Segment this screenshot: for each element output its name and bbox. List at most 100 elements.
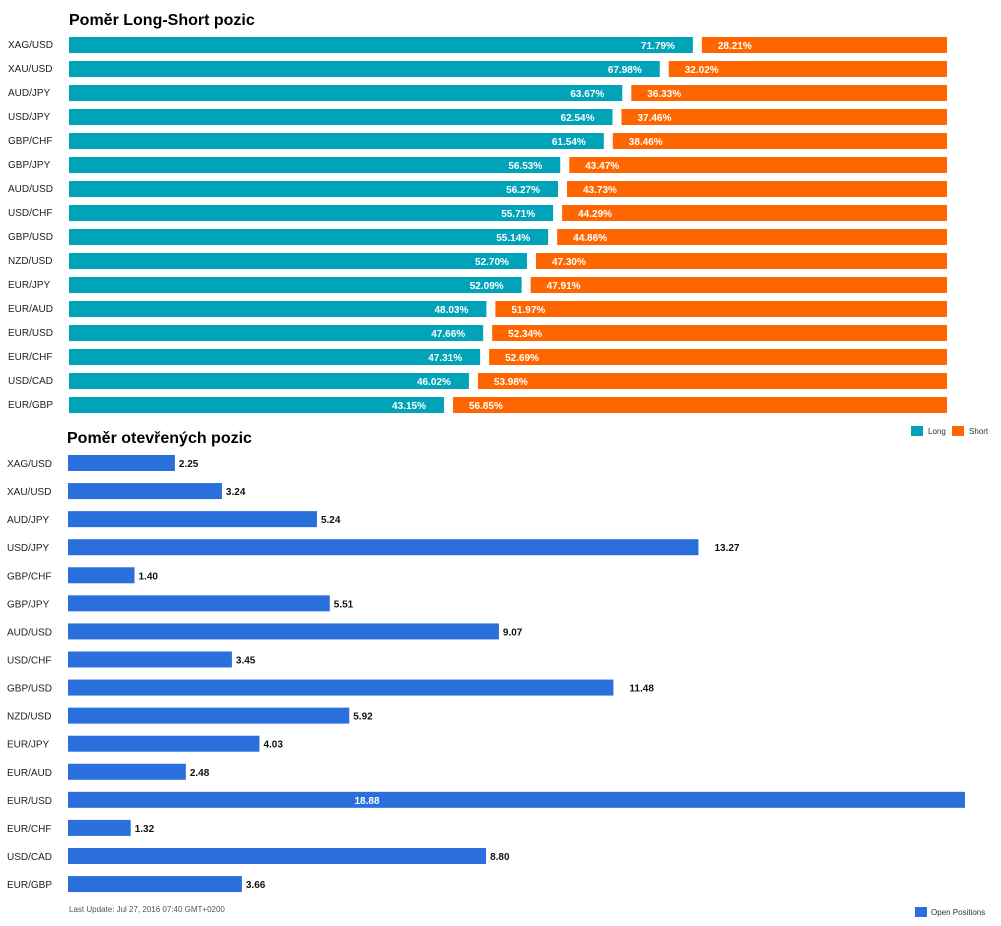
short-value-aud-usd: 43.73% (583, 185, 617, 196)
open-positions-value-usd-chf: 3.45 (236, 655, 256, 666)
short-value-aud-jpy: 36.33% (647, 89, 681, 100)
long-bar-gbp-usd (69, 229, 549, 245)
long-bar-nzd-usd (69, 253, 527, 269)
short-value-usd-cad: 53.98% (494, 377, 528, 388)
category-label-xau-usd: XAU/USD (8, 64, 52, 75)
short-bar-eur-aud (495, 301, 947, 317)
legend-swatch-open-positions (915, 907, 927, 917)
long-value-eur-gbp: 43.15% (392, 401, 426, 412)
open-positions-bar-xag-usd (68, 455, 175, 471)
category-label-nzd-usd: NZD/USD (8, 256, 52, 267)
long-value-eur-chf: 47.31% (428, 353, 462, 364)
short-value-usd-jpy: 37.46% (637, 113, 671, 124)
category-label-nzd-usd: NZD/USD (7, 712, 51, 723)
long-bar-xag-usd (69, 37, 693, 53)
category-label-gbp-chf: GBP/CHF (7, 571, 51, 582)
open-positions-bar-eur-usd (68, 791, 965, 808)
open-positions-bar-nzd-usd (68, 707, 350, 724)
short-bar-nzd-usd (535, 253, 947, 269)
category-label-eur-jpy: EUR/JPY (7, 740, 50, 751)
short-bar-gbp-chf (612, 133, 947, 149)
long-value-usd-cad: 46.02% (417, 377, 451, 388)
long-bar-eur-jpy (69, 277, 522, 293)
open-positions-bar-eur-gbp (68, 876, 242, 893)
short-value-gbp-usd: 44.86% (573, 233, 607, 244)
long-short-chart-title: Poměr Long-Short pozic (69, 12, 255, 29)
long-bar-eur-chf (69, 349, 481, 365)
category-label-eur-usd: EUR/USD (8, 328, 53, 339)
open-positions-value-gbp-jpy: 5.51 (334, 599, 354, 610)
short-bar-usd-cad (477, 373, 947, 389)
short-value-eur-aud: 51.97% (511, 305, 545, 316)
category-label-aud-jpy: AUD/JPY (7, 515, 50, 526)
category-label-eur-aud: EUR/AUD (7, 768, 52, 779)
open-positions-bar-aud-jpy (68, 511, 317, 528)
category-label-aud-usd: AUD/USD (8, 184, 53, 195)
long-short-bars: XAG/USD 71.79% 28.21% XAU/USD 67.98% 32.02% AU… (8, 37, 947, 413)
long-value-usd-chf: 55.71% (501, 209, 535, 220)
open-positions-value-eur-aud: 2.48 (190, 768, 210, 779)
open-positions-bar-eur-chf (68, 819, 131, 836)
open-positions-value-xag-usd: 2.25 (179, 459, 199, 470)
category-label-usd-chf: USD/CHF (8, 208, 52, 219)
short-value-eur-jpy: 47.91% (547, 281, 581, 292)
open-positions-value-usd-cad: 8.80 (490, 852, 510, 863)
open-positions-value-eur-gbp: 3.66 (246, 880, 266, 891)
open-positions-bar-xau-usd (68, 483, 222, 500)
short-bar-xau-usd (668, 61, 947, 77)
short-value-nzd-usd: 47.30% (552, 257, 586, 268)
open-positions-bar-usd-jpy (68, 539, 699, 556)
category-label-eur-jpy: EUR/JPY (8, 280, 51, 291)
legend-label-open-positions: Open Positions (931, 908, 985, 917)
category-label-usd-jpy: USD/JPY (8, 112, 51, 123)
category-label-gbp-usd: GBP/USD (7, 684, 52, 695)
long-bar-eur-aud (69, 301, 487, 317)
open-positions-bars: XAG/USD 2.25 XAU/USD 3.24 AUD/JPY 5.24 USD/JPY… (7, 455, 965, 893)
long-value-xag-usd: 71.79% (641, 41, 675, 52)
category-label-xag-usd: XAG/USD (8, 40, 53, 51)
open-positions-value-eur-chf: 1.32 (135, 824, 155, 835)
long-value-aud-usd: 56.27% (506, 185, 540, 196)
open-positions-bar-eur-jpy (68, 735, 260, 752)
long-bar-gbp-jpy (69, 157, 561, 173)
category-label-gbp-jpy: GBP/JPY (7, 599, 50, 610)
category-label-eur-usd: EUR/USD (7, 796, 52, 807)
open-positions-bar-gbp-jpy (68, 595, 330, 612)
category-label-eur-gbp: EUR/GBP (7, 880, 52, 891)
category-label-eur-aud: EUR/AUD (8, 304, 53, 315)
open-positions-value-eur-jpy: 4.03 (263, 740, 283, 751)
short-value-usd-chf: 44.29% (578, 209, 612, 220)
long-value-eur-usd: 47.66% (431, 329, 465, 340)
long-bar-eur-gbp (69, 397, 444, 413)
short-value-xag-usd: 28.21% (718, 41, 752, 52)
short-bar-gbp-jpy (569, 157, 947, 173)
category-label-aud-jpy: AUD/JPY (8, 88, 51, 99)
short-value-gbp-chf: 38.46% (629, 137, 663, 148)
open-positions-value-xau-usd: 3.24 (226, 487, 246, 498)
open-positions-bar-gbp-usd (68, 679, 614, 696)
category-label-aud-usd: AUD/USD (7, 627, 52, 638)
long-bar-gbp-chf (69, 133, 604, 149)
long-value-usd-jpy: 62.54% (561, 113, 595, 124)
open-positions-value-nzd-usd: 5.92 (353, 712, 373, 723)
long-bar-xau-usd (69, 61, 660, 77)
short-bar-eur-jpy (530, 277, 947, 293)
legend-label-short: Short (969, 427, 989, 436)
long-short-legend: Long Short (911, 426, 989, 436)
long-bar-eur-usd (69, 325, 484, 341)
open-positions-value-gbp-chf: 1.40 (139, 571, 159, 582)
open-positions-bar-usd-chf (68, 651, 232, 668)
category-label-xau-usd: XAU/USD (7, 487, 51, 498)
open-positions-bar-aud-usd (68, 623, 499, 640)
category-label-usd-cad: USD/CAD (7, 852, 52, 863)
short-value-eur-usd: 52.34% (508, 329, 542, 340)
open-positions-value-usd-jpy: 13.27 (714, 543, 739, 554)
open-positions-bar-usd-cad (68, 847, 487, 864)
long-bar-usd-chf (69, 205, 554, 221)
long-value-gbp-usd: 55.14% (496, 233, 530, 244)
open-positions-value-aud-jpy: 5.24 (321, 515, 341, 526)
legend-swatch-long (911, 426, 923, 436)
long-short-chart: Poměr Long-Short pozic XAG/USD 71.79% 28.2… (8, 12, 989, 436)
category-label-eur-chf: EUR/CHF (8, 352, 52, 363)
